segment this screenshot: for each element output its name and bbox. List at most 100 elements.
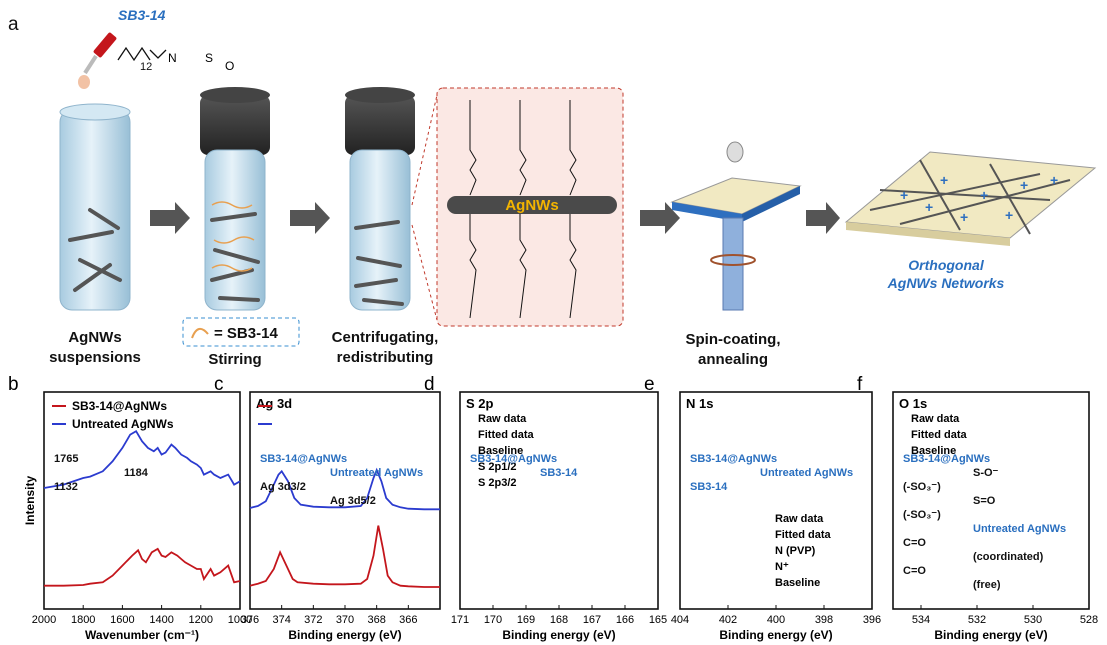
x-tick-label: 2000 xyxy=(32,614,56,626)
x-tick-label: 402 xyxy=(719,614,737,626)
step4-label-line1: Spin-coating, xyxy=(686,331,781,348)
legend-entry: Fitted data xyxy=(775,529,831,541)
legend-entry: Fitted data xyxy=(911,429,967,441)
annotation-label: Untreated AgNWs xyxy=(973,523,1066,535)
legend-entry: Baseline xyxy=(911,445,956,457)
arrow-step3 xyxy=(640,202,680,234)
structure-atom-o: O xyxy=(225,59,234,73)
x-tick-label: 166 xyxy=(616,614,634,626)
annotation-label: Untreated AgNWs xyxy=(330,467,423,479)
nanowire-label: AgNWs xyxy=(505,197,558,214)
annotation-label: (coordinated) xyxy=(973,551,1044,563)
legend-entry: Baseline xyxy=(775,577,820,589)
step4-label-line2: annealing xyxy=(698,351,768,368)
x-tick-label: 1000 xyxy=(228,614,252,626)
annotation-label: (-SO₃⁻) xyxy=(903,481,941,493)
y-axis-title: Intensity xyxy=(23,476,37,526)
structure-atom-s: S xyxy=(205,51,213,65)
structure-subscript: 12 xyxy=(140,61,152,73)
panel-f-frame xyxy=(892,391,1090,610)
annotation-label: SB3-14 xyxy=(540,467,578,479)
panel-e-title: N 1s xyxy=(686,396,713,411)
panel-f-letter: f xyxy=(857,374,863,395)
x-tick-label: 167 xyxy=(583,614,601,626)
svg-text:+: + xyxy=(900,187,908,203)
annotation-label: SB3-14@AgNWs xyxy=(903,453,990,465)
sb314-structure xyxy=(117,46,167,62)
x-tick-label: 404 xyxy=(671,614,689,626)
x-tick-label: 532 xyxy=(968,614,986,626)
x-tick-label: 372 xyxy=(304,614,322,626)
panel-e: e N 1s 404 402 400 398 396 Binding energy (eV) R… xyxy=(644,374,881,642)
x-axis-title: Binding energy (eV) xyxy=(719,628,832,642)
panel-e-letter: e xyxy=(644,374,655,395)
x-axis-title: Binding energy (eV) xyxy=(934,628,1047,642)
annotation-label: 1184 xyxy=(124,467,149,479)
x-tick-label: 171 xyxy=(451,614,469,626)
panel-b: b 2000 1800 1600 1400 1200 1000 Wavenumber (cm⁻… xyxy=(8,374,252,642)
legend-label: SB3-14@AgNWs xyxy=(72,399,167,413)
svg-text:+: + xyxy=(960,209,968,225)
panel-d-title: S 2p xyxy=(466,396,494,411)
legend-text: = SB3-14 xyxy=(214,325,278,342)
panel-b-frame xyxy=(43,391,241,610)
panel-b-letter: b xyxy=(8,374,19,395)
annotation-label: Untreated AgNWs xyxy=(760,467,853,479)
legend-entry: N (PVP) xyxy=(775,545,816,557)
annotation-label: (-SO₃⁻) xyxy=(903,509,941,521)
x-tick-label: 366 xyxy=(399,614,417,626)
x-tick-label: 374 xyxy=(272,614,290,626)
vial-suspension xyxy=(59,103,131,311)
agnw-network-film: + + + + + + + + xyxy=(844,151,1097,246)
panel-a-letter: a xyxy=(8,14,19,35)
annotation-label: SB3-14@AgNWs xyxy=(470,453,557,465)
legend-entry: S 2p1/2 xyxy=(478,461,517,473)
x-tick-label: 165 xyxy=(649,614,667,626)
svg-text:+: + xyxy=(925,199,933,215)
annotation-label: C=O xyxy=(903,565,926,577)
x-tick-label: 1800 xyxy=(71,614,95,626)
annotation-label: C=O xyxy=(903,537,926,549)
svg-text:+: + xyxy=(1005,207,1013,223)
network-label-line1: Orthogonal xyxy=(908,257,985,273)
zwitterion-chains-top xyxy=(469,100,577,196)
x-tick-label: 170 xyxy=(484,614,502,626)
network-label-line2: AgNWs Networks xyxy=(887,275,1005,291)
step3-label-line1: Centrifugating, xyxy=(332,329,439,346)
annotation-label: Ag 3d3/2 xyxy=(260,481,306,493)
silver-nanowire xyxy=(447,196,617,214)
x-tick-label: 530 xyxy=(1024,614,1042,626)
x-tick-label: 1600 xyxy=(110,614,134,626)
x-tick-label: 400 xyxy=(767,614,785,626)
annotation-label: Ag 3d5/2 xyxy=(330,495,376,507)
panel-c-title: Ag 3d xyxy=(256,396,292,411)
step1-label-line1: AgNWs xyxy=(68,329,121,346)
x-tick-label: 1400 xyxy=(149,614,173,626)
panel-d: d S 2p 171 170 169 168 167 166 165 Binding energy… xyxy=(424,374,667,642)
zwitterion-chains-bottom xyxy=(469,214,577,319)
x-tick-label: 1200 xyxy=(189,614,213,626)
legend-entry: Baseline xyxy=(478,445,523,457)
x-tick-label: 398 xyxy=(815,614,833,626)
series-line-untreated-agnws xyxy=(43,429,241,489)
arrow-step2 xyxy=(290,202,330,234)
legend-label: Untreated AgNWs xyxy=(72,417,174,431)
x-tick-label: 368 xyxy=(367,614,385,626)
spin-coater xyxy=(670,141,802,311)
x-axis-title: Binding energy (eV) xyxy=(288,628,401,642)
svg-text:+: + xyxy=(940,172,948,188)
arrow-step4 xyxy=(806,202,840,234)
x-tick-label: 528 xyxy=(1080,614,1098,626)
x-axis-title: Binding energy (eV) xyxy=(502,628,615,642)
panel-f: f O 1s 534 532 530 528 Binding energy (eV) Raw … xyxy=(857,374,1098,642)
annotation-label: SB3-14@AgNWs xyxy=(690,453,777,465)
svg-text:+: + xyxy=(1020,177,1028,193)
series-line-untreated-agnws xyxy=(249,467,440,511)
legend-entry: Raw data xyxy=(911,413,960,425)
annotation-label: S=O xyxy=(973,495,996,507)
legend-entry: S 2p3/2 xyxy=(478,477,517,489)
vial-centrifuged xyxy=(345,87,415,311)
panel-f-title: O 1s xyxy=(899,396,927,411)
x-axis-title: Wavenumber (cm⁻¹) xyxy=(85,628,199,642)
surfactant-chain-icon xyxy=(191,327,209,339)
